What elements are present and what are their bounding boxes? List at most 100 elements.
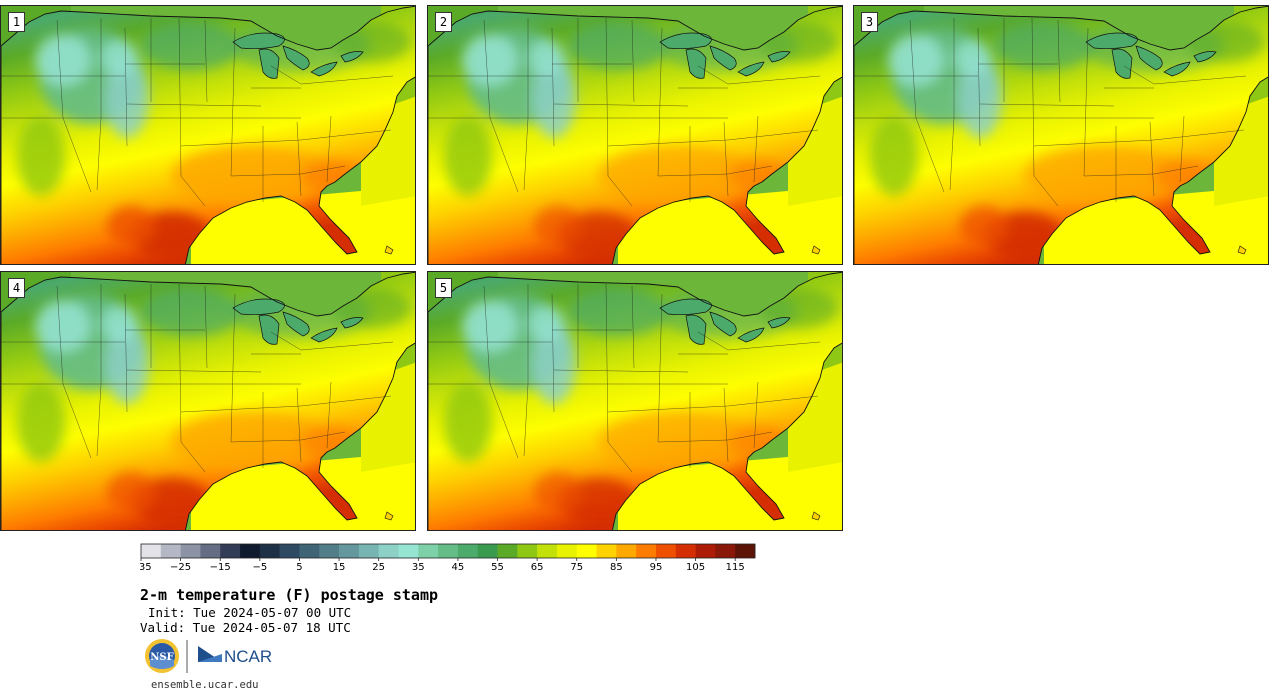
- colorbar-swatch: [339, 544, 360, 558]
- page-title: 2-m temperature (F) postage stamp: [140, 586, 439, 604]
- great-lake: [659, 298, 712, 316]
- member-panel-3: 3: [853, 5, 1269, 265]
- colorbar-swatch: [418, 544, 439, 558]
- colorbar-swatch: [457, 544, 479, 558]
- colorbar-tick-label: 45: [452, 562, 465, 571]
- logos: NSF NCAR: [145, 639, 272, 673]
- colorbar-swatch: [398, 544, 419, 558]
- colorbar-tick-label: 95: [650, 562, 663, 571]
- coastline: [1, 6, 415, 264]
- great-lake: [659, 32, 712, 50]
- colorbar-swatch: [596, 544, 617, 558]
- colorbar-tick-label: 55: [491, 562, 504, 571]
- temperature-map: [428, 272, 842, 530]
- state-borders: [1, 17, 394, 207]
- colorbar-swatch: [220, 544, 241, 558]
- member-panel-5: 5: [427, 271, 843, 531]
- colorbar-swatch: [695, 544, 716, 558]
- colorbar-swatch: [537, 544, 558, 558]
- member-number: 1: [8, 12, 25, 32]
- member-number: 3: [861, 12, 878, 32]
- colorbar-tick-label: 85: [610, 562, 623, 571]
- great-lake: [737, 61, 765, 77]
- colorbar-tick-label: −15: [210, 562, 231, 571]
- great-lake: [282, 45, 310, 71]
- great-lake: [1111, 48, 1133, 79]
- great-lake: [340, 317, 364, 329]
- great-lake: [737, 327, 765, 343]
- colorbar-tick-label: 25: [372, 562, 385, 571]
- colorbar-tick-label: 35: [412, 562, 425, 571]
- great-lake: [258, 48, 280, 79]
- colorbar-swatch: [160, 544, 181, 558]
- great-lake: [685, 48, 707, 79]
- colorbar-swatch: [319, 544, 340, 558]
- colorbar-swatch: [240, 544, 261, 558]
- site-url: ensemble.ucar.edu: [151, 679, 259, 691]
- state-borders: [428, 17, 821, 207]
- colorbar-tick-label: 65: [531, 562, 544, 571]
- colorbar-swatch: [675, 544, 696, 558]
- colorbar-swatch: [180, 544, 201, 558]
- colorbar-swatch: [438, 544, 459, 558]
- great-lake: [258, 314, 280, 345]
- great-lake: [767, 317, 791, 329]
- member-number: 5: [435, 278, 452, 298]
- member-panel-4: 4: [0, 271, 416, 531]
- colorbar-tick-label: 105: [686, 562, 705, 571]
- valid-time: Valid: Tue 2024-05-07 18 UTC: [140, 620, 351, 635]
- colorbar-swatch: [141, 544, 162, 558]
- land-temperature-field: [1, 272, 415, 530]
- colorbar-tick-label: −5: [252, 562, 267, 571]
- great-lake: [310, 327, 338, 343]
- state-borders: [428, 283, 821, 473]
- temperature-map: [1, 6, 415, 264]
- colorbar-tick-label: 115: [726, 562, 745, 571]
- colorbar-swatch: [378, 544, 399, 558]
- colorbar-swatch: [735, 544, 756, 558]
- member-panel-2: 2: [427, 5, 843, 265]
- great-lake: [1163, 61, 1191, 77]
- colorbar-swatch: [655, 544, 677, 558]
- coastline: [854, 6, 1268, 264]
- colorbar-swatch: [497, 544, 518, 558]
- great-lake: [767, 51, 791, 63]
- colorbar-tick-label: −25: [170, 562, 191, 571]
- great-lake: [232, 298, 285, 316]
- great-lake: [709, 45, 737, 71]
- member-number: 2: [435, 12, 452, 32]
- great-lake: [340, 51, 364, 63]
- colorbar-swatch: [259, 544, 280, 558]
- great-lake: [709, 311, 737, 337]
- colorbar-tick-label: 5: [296, 562, 302, 571]
- member-number: 4: [8, 278, 25, 298]
- state-borders: [854, 17, 1247, 207]
- coastline: [428, 272, 842, 530]
- nsf-logo: NSF: [145, 639, 179, 673]
- colorbar-swatch: [576, 544, 597, 558]
- colorbar-swatch: [200, 544, 221, 558]
- colorbar-swatch: [477, 544, 498, 558]
- ncar-text: NCAR: [224, 647, 272, 666]
- init-time: Init: Tue 2024-05-07 00 UTC: [148, 605, 352, 620]
- temperature-map: [1, 272, 415, 530]
- land-temperature-field: [1, 6, 415, 264]
- member-panel-1: 1: [0, 5, 416, 265]
- colorbar-swatch: [517, 544, 538, 558]
- temperature-map: [428, 6, 842, 264]
- ncar-logo: NCAR: [198, 646, 272, 666]
- great-lake: [1135, 45, 1163, 71]
- state-borders: [1, 283, 394, 473]
- colorbar-swatch: [358, 544, 379, 558]
- great-lake: [685, 314, 707, 345]
- colorbar-swatch: [299, 544, 320, 558]
- coastline: [428, 6, 842, 264]
- coastline: [1, 272, 415, 530]
- great-lake: [232, 32, 285, 50]
- great-lake: [1085, 32, 1138, 50]
- colorbar-swatch: [715, 544, 736, 558]
- colorbar-tick-label: −35: [140, 562, 152, 571]
- colorbar: −35 −25 −15 −5 5 15 25 35 45 55 65 75 85 95 105 115: [140, 543, 756, 571]
- colorbar-swatch: [279, 544, 300, 558]
- nsf-text: NSF: [150, 652, 173, 663]
